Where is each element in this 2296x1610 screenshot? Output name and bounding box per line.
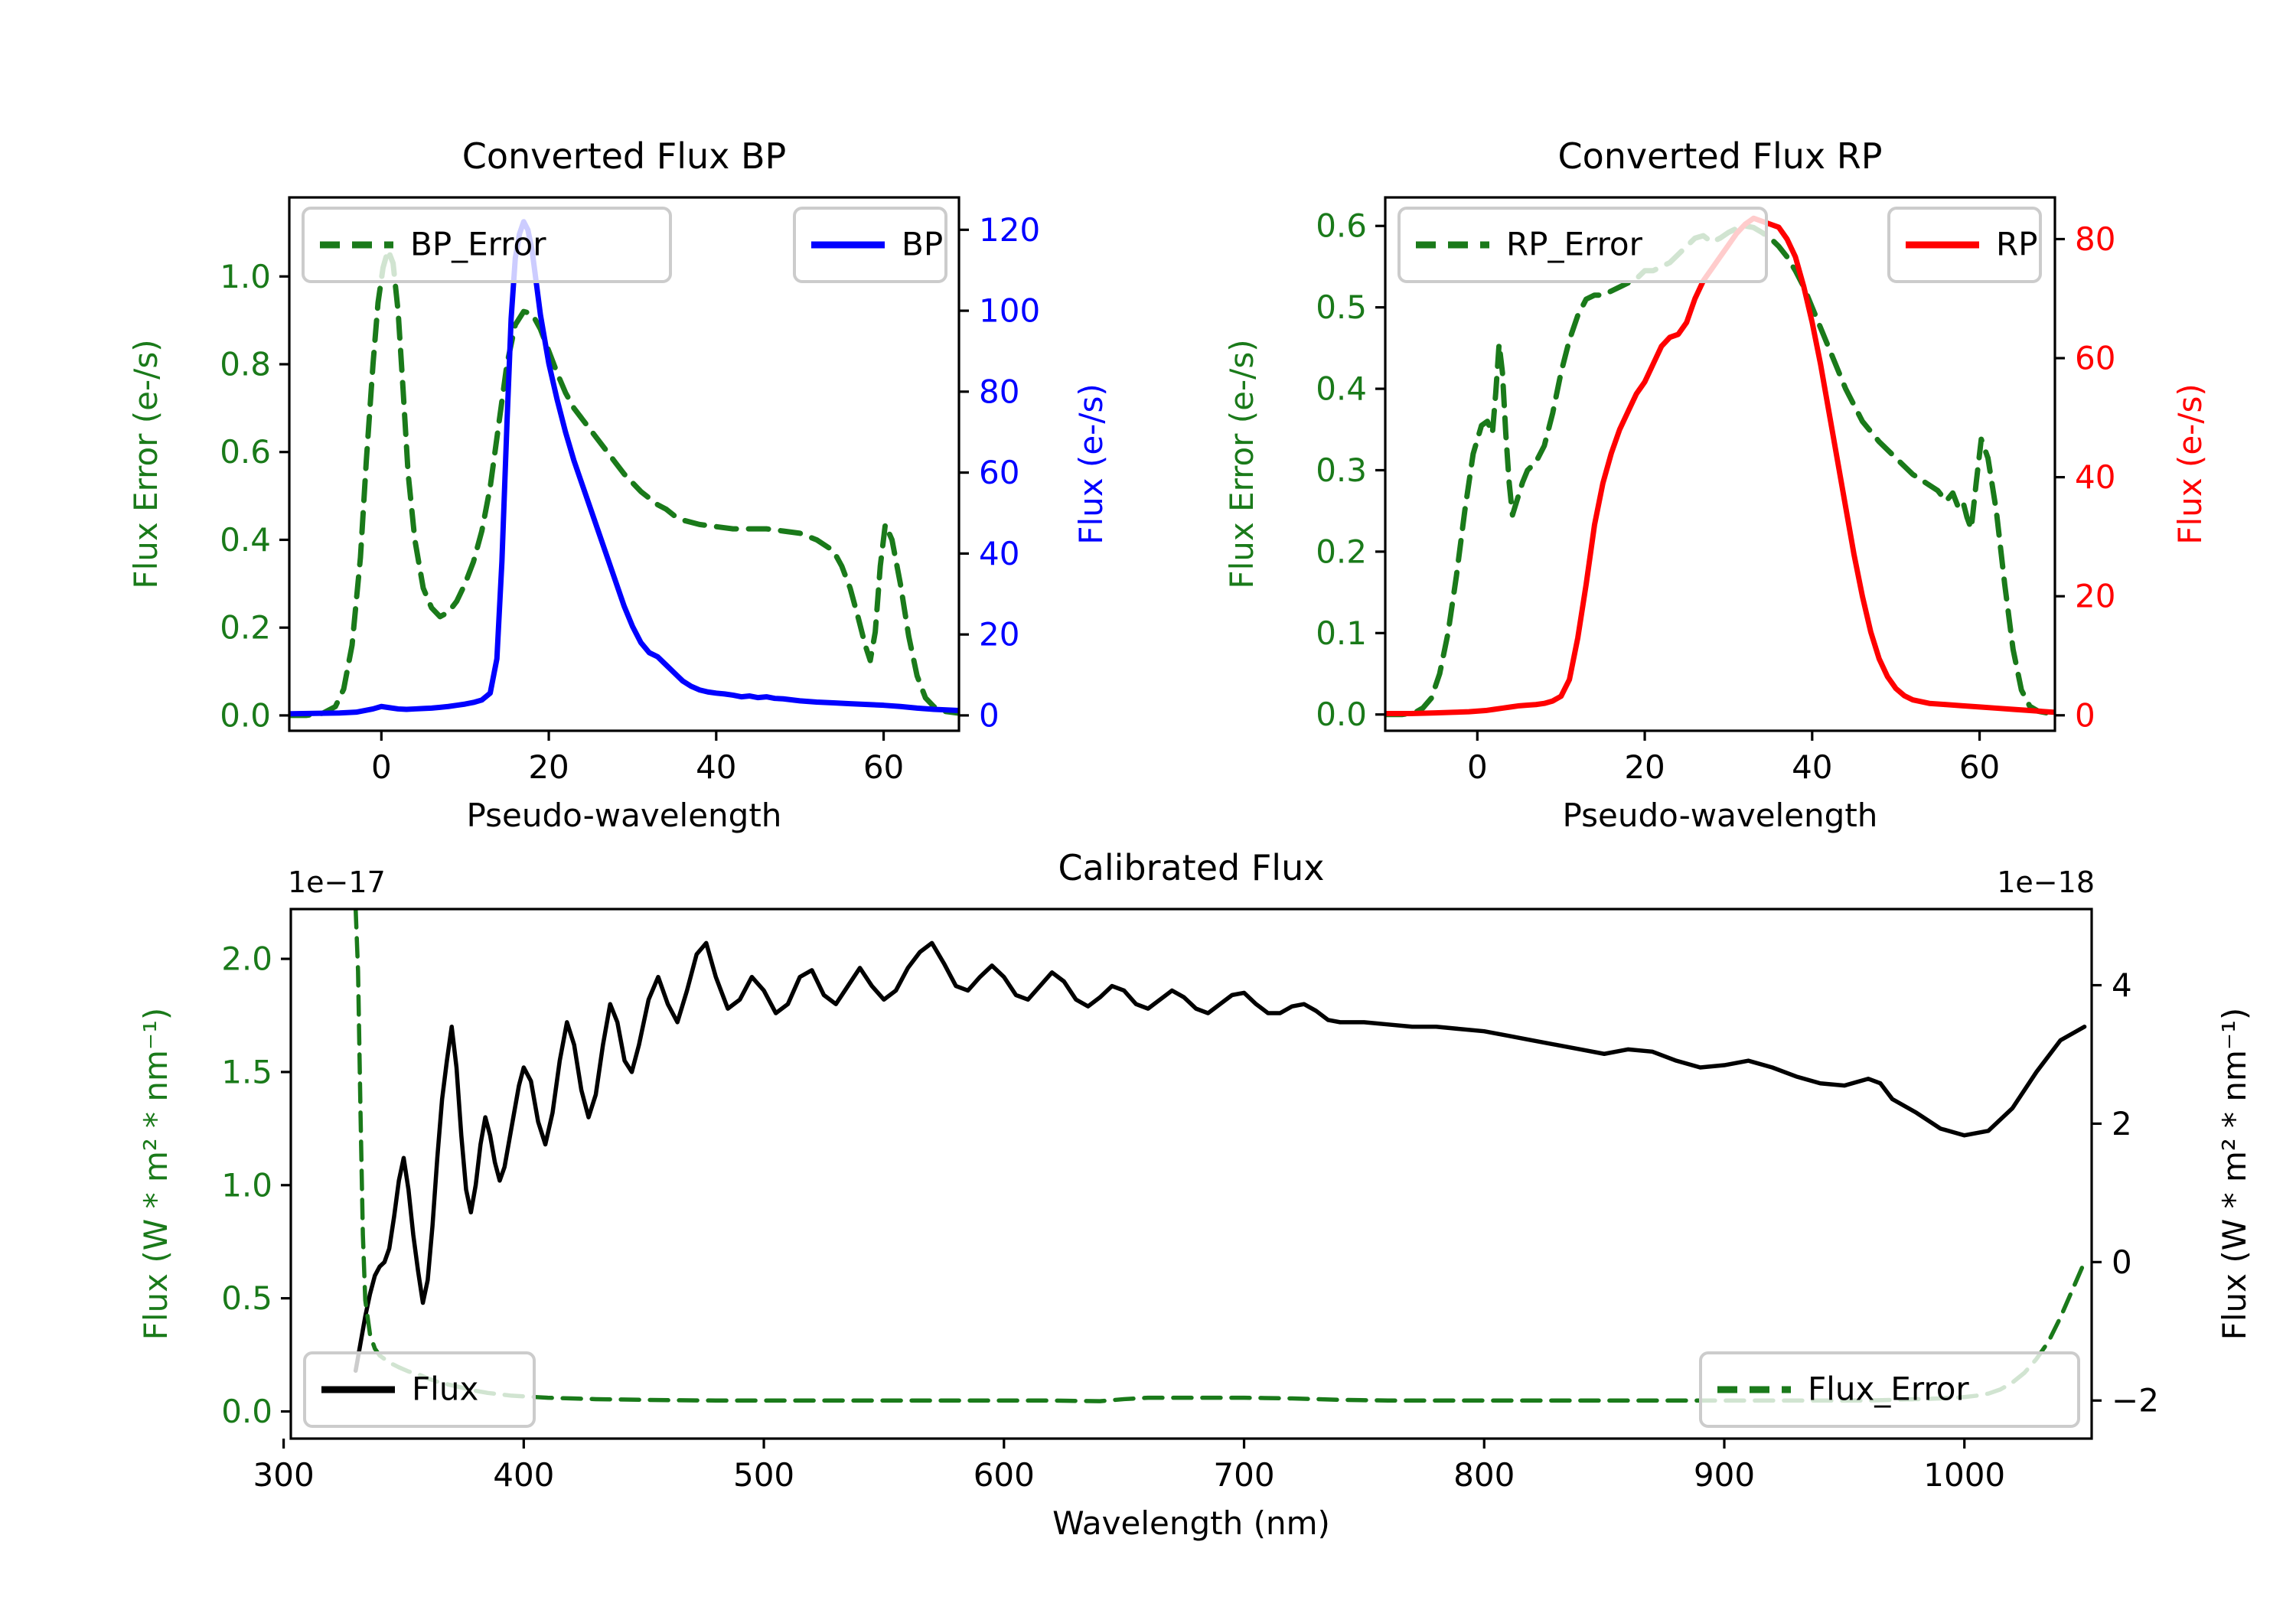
x-tick-label: 800 (1453, 1456, 1515, 1494)
panel-rp: 0 20 40 60 Pseudo-wavelength 0.0 0.1 0.2 0.3 0.4 0… (1223, 135, 2209, 834)
y-tick-label-right: 0 (2075, 696, 2095, 734)
axes-frame (1384, 196, 2056, 732)
legend-bp-error[interactable]: BP_Error (302, 207, 672, 283)
y-tick-label-right: 60 (2075, 340, 2115, 377)
y-tick-label-right: 0 (2112, 1243, 2132, 1281)
x-tick-label: 500 (733, 1456, 794, 1494)
x-axis-label: Pseudo-wavelength (1563, 797, 1878, 834)
x-tick-label: 40 (1792, 748, 1832, 786)
y-tick-label-left: 0.0 (1316, 696, 1367, 733)
y-tick-label-right: 4 (2112, 966, 2132, 1004)
x-tick-label: 0 (1467, 748, 1488, 786)
y-tick-label-left: 1.5 (221, 1053, 272, 1090)
y-tick-label-left: 0.5 (221, 1279, 272, 1317)
y-tick-label-left: 0.8 (220, 345, 271, 383)
panel-title: Calibrated Flux (1058, 847, 1325, 888)
x-tick-label: 400 (493, 1456, 554, 1494)
y-tick-label-right: 40 (979, 535, 1019, 572)
legend-label-rp-error: RP_Error (1506, 226, 1643, 263)
y-axis-label-right: Flux (W * m² * nm⁻¹) (2216, 1008, 2253, 1341)
y-axis-label-right: Flux (e-/s) (1072, 383, 1110, 544)
y-tick-label-left: 2.0 (221, 940, 272, 978)
y-tick-label-left: 1.0 (220, 258, 271, 295)
legend-rp-error[interactable]: RP_Error (1397, 207, 1768, 283)
y-tick-label-left: 0.6 (1316, 207, 1367, 245)
plot-area-background (291, 909, 2092, 1439)
y-tick-label-left: 1.0 (221, 1166, 272, 1204)
y-tick-label-right: 2 (2112, 1105, 2132, 1142)
legend-label-flux-error: Flux_Error (1808, 1370, 1969, 1408)
x-tick-label: 1000 (1923, 1456, 2005, 1494)
axes-frame (289, 908, 2093, 1440)
y-tick-label-left: 0.2 (1316, 533, 1367, 570)
y-tick-label-right: 80 (2075, 220, 2115, 258)
legend-flux[interactable]: Flux (303, 1351, 536, 1428)
y-tick-label-right: 20 (979, 616, 1019, 653)
legend-frame[interactable] (302, 207, 672, 283)
panel-title: Converted Flux RP (1558, 135, 1883, 177)
x-tick-label: 0 (371, 748, 392, 786)
y-tick-label-right: 120 (979, 211, 1040, 249)
legend-label-rp: RP (1996, 226, 2038, 263)
legend-frame[interactable] (1397, 207, 1768, 283)
y-axis-label-left: Flux Error (e-/s) (1223, 339, 1261, 588)
y-tick-label-right: 100 (979, 292, 1040, 330)
plot-area-background (1385, 197, 2055, 731)
x-tick-label: 60 (1959, 748, 2000, 786)
x-axis-label: Wavelength (nm) (1052, 1504, 1330, 1542)
x-tick-label: 900 (1694, 1456, 1755, 1494)
y-tick-label-right: 80 (979, 373, 1019, 410)
series-bp (289, 219, 959, 717)
plot-area-background (289, 197, 959, 731)
y-offset-text-right: 1e−18 (1997, 865, 2095, 899)
y-tick-label-right: 40 (2075, 458, 2115, 496)
x-axis-label: Pseudo-wavelength (467, 797, 782, 834)
panel-bp: 0 20 40 60 Pseudo-wavelength 0.0 0.2 0.4 0.6 0.8 1… (127, 135, 1110, 834)
y-tick-label-right: 0 (979, 696, 1000, 734)
x-tick-label: 20 (1624, 748, 1665, 786)
series-flux (353, 940, 2087, 1374)
x-tick-label: 300 (253, 1456, 315, 1494)
axes-frame (288, 196, 960, 732)
legend-label-bp: BP (902, 226, 943, 263)
legend-frame[interactable] (1699, 1351, 2080, 1428)
y-tick-label-right: 20 (2075, 578, 2115, 615)
y-axis-label-left: Flux (W * m² * nm⁻¹) (137, 1008, 174, 1341)
legend-rp[interactable]: RP (1887, 207, 2042, 283)
legend-label-bp-error: BP_Error (410, 226, 546, 263)
y-tick-label-left: 0.0 (220, 696, 271, 734)
series-rp-error (1385, 223, 2055, 718)
y-tick-label-left: 0.1 (1316, 614, 1367, 652)
y-axis-label-right: Flux (e-/s) (2171, 383, 2209, 544)
panel-calibrated: 300 400 500 600 700 800 900 1000 Wavelength (nm)… (137, 847, 2253, 1542)
x-tick-label: 20 (528, 748, 569, 786)
y-tick-label-left: 0.6 (220, 433, 271, 471)
y-tick-label-left: 0.2 (220, 609, 271, 647)
y-tick-label-left: 0.5 (1316, 288, 1367, 326)
x-tick-label: 700 (1213, 1456, 1274, 1494)
y-tick-label-right: −2 (2112, 1382, 2159, 1419)
x-tick-label: 40 (696, 748, 736, 786)
y-tick-label-right: 60 (979, 454, 1019, 491)
x-tick-label: 600 (974, 1456, 1035, 1494)
y-tick-label-left: 0.4 (220, 521, 271, 559)
legend-flux-error[interactable]: Flux_Error (1699, 1351, 2080, 1428)
legend-bp[interactable]: BP (793, 207, 947, 283)
y-axis-label-left: Flux Error (e-/s) (127, 339, 165, 588)
x-tick-label: 60 (863, 748, 904, 786)
y-tick-label-left: 0.0 (221, 1393, 272, 1430)
y-offset-text-left: 1e−17 (288, 865, 386, 899)
panel-title: Converted Flux BP (462, 135, 787, 177)
y-tick-label-left: 0.3 (1316, 451, 1367, 489)
legend-frame[interactable] (303, 1351, 536, 1428)
legend-label-flux: Flux (412, 1370, 478, 1408)
y-tick-label-left: 0.4 (1316, 370, 1367, 408)
